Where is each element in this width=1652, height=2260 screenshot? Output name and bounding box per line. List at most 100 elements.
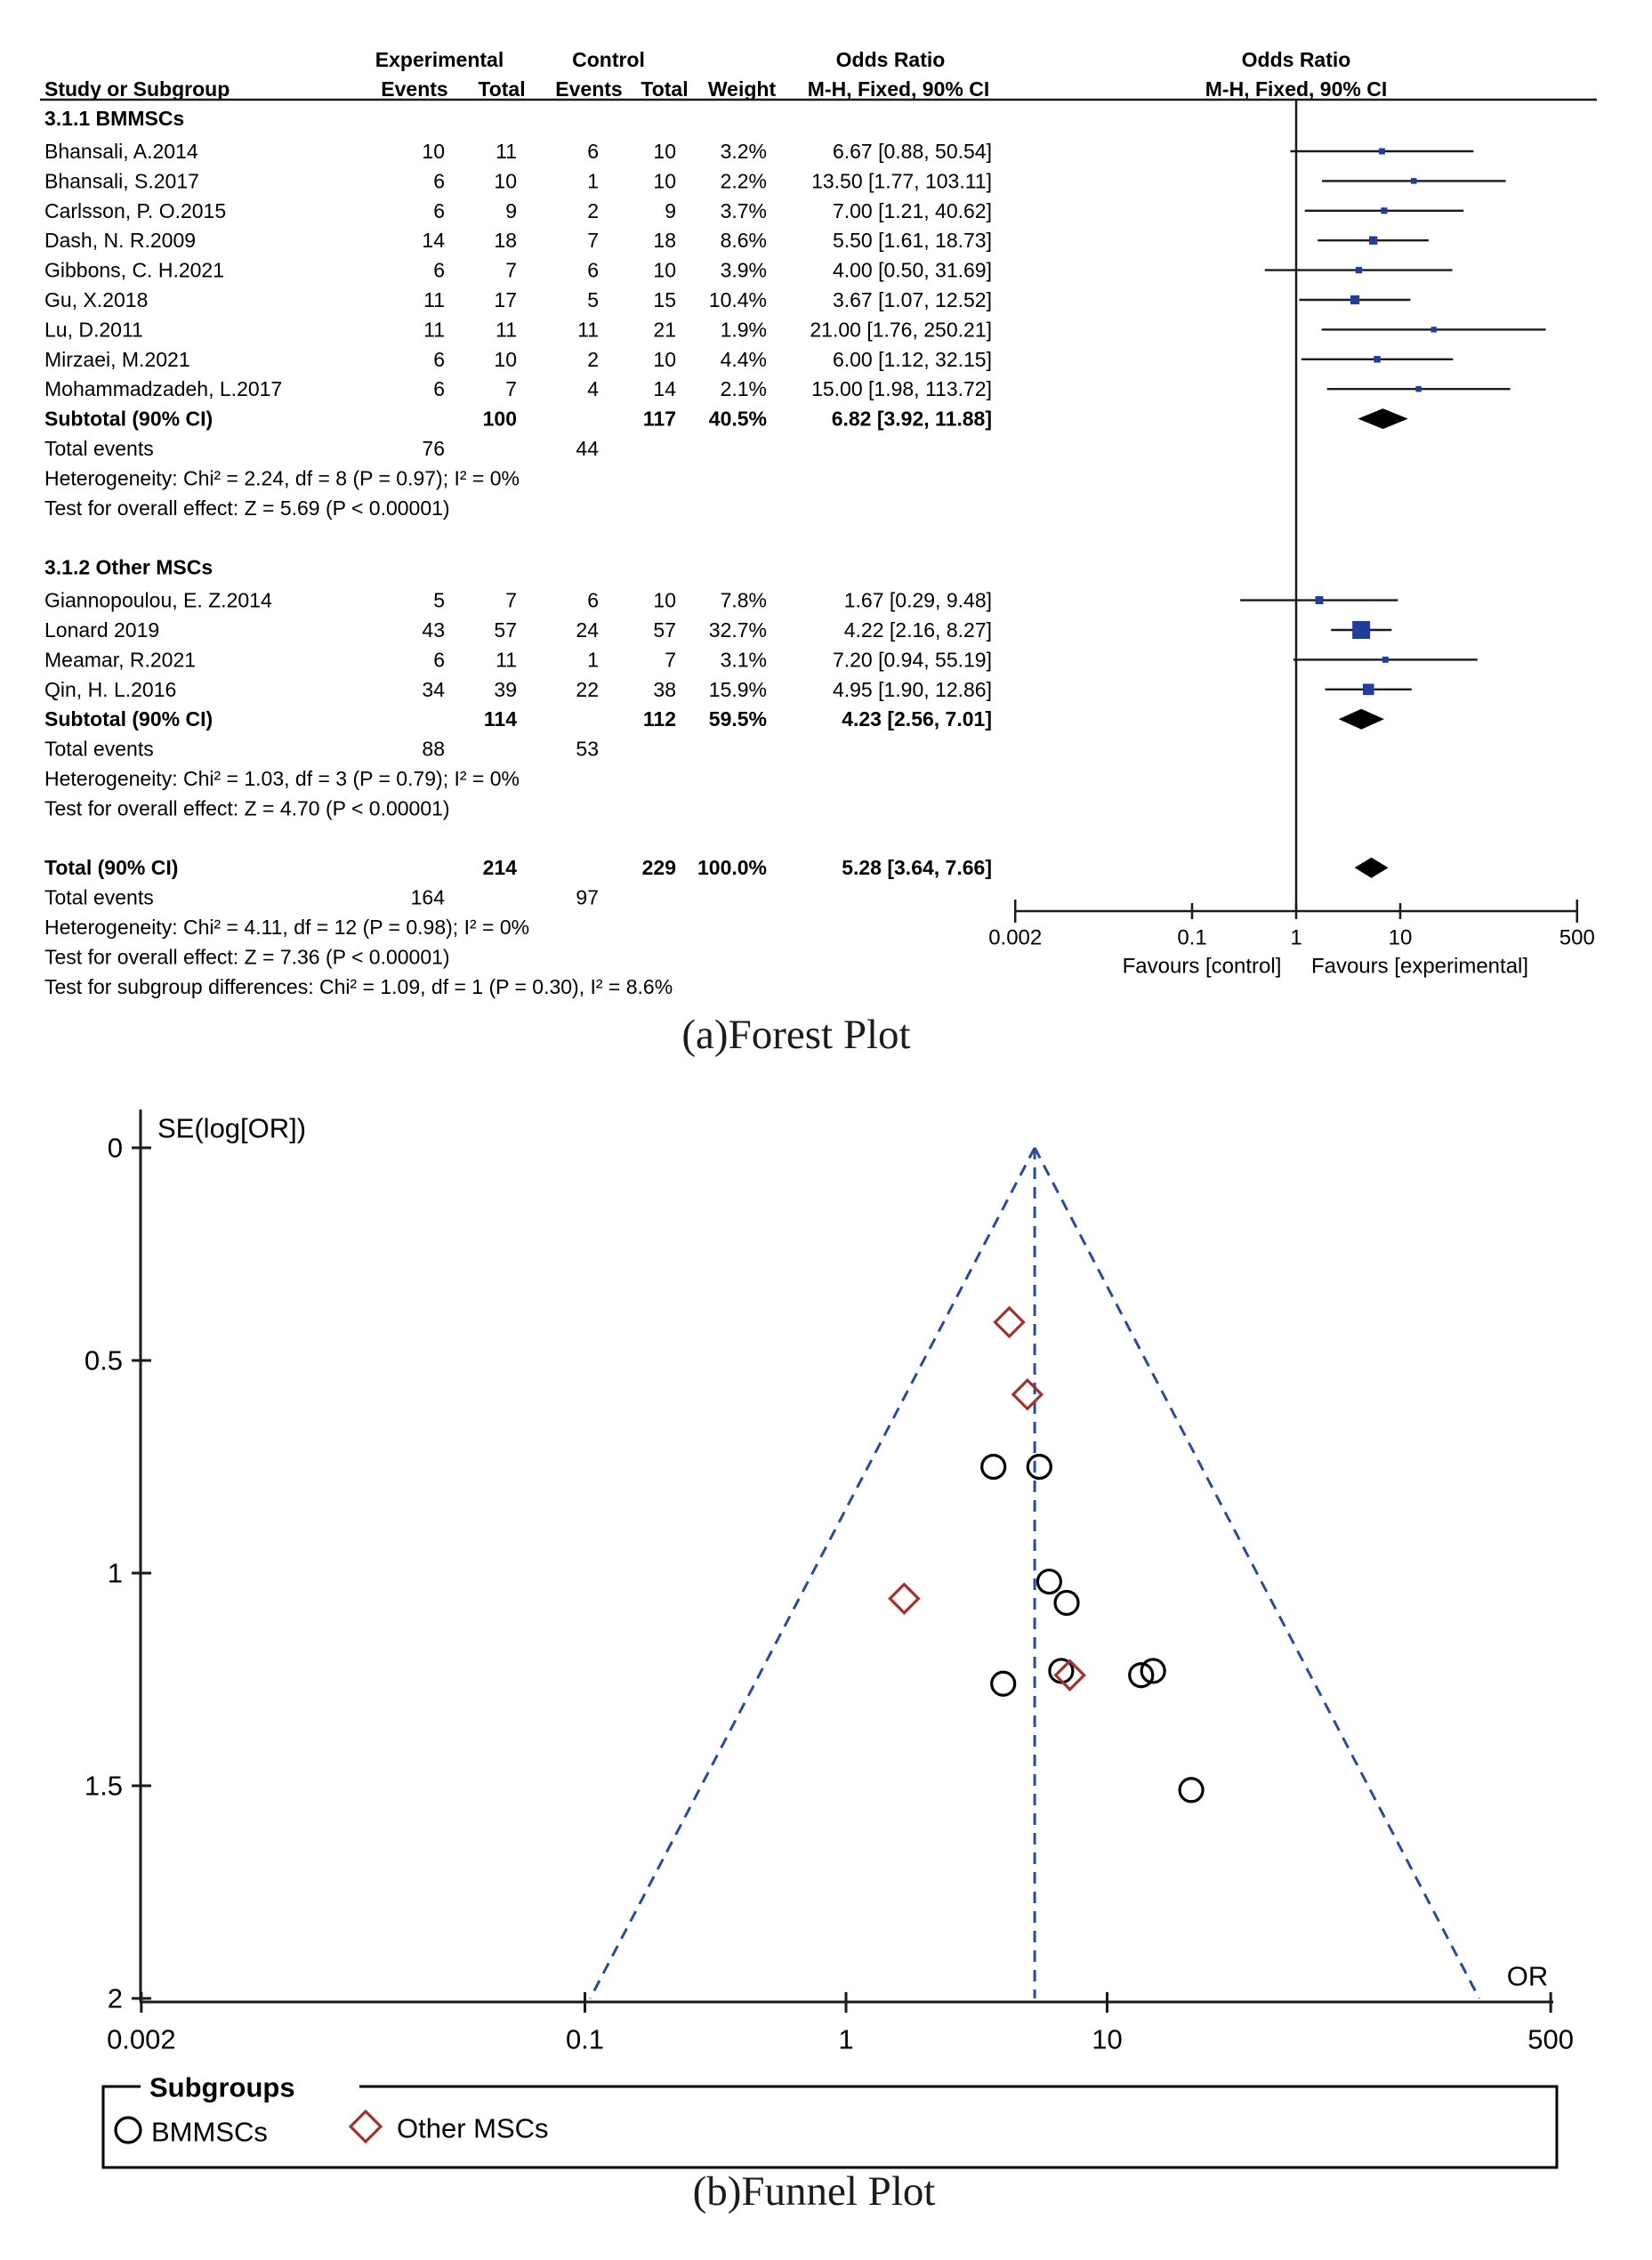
funnel-point-diamond: [1011, 1377, 1044, 1411]
exp-total: 7: [505, 259, 517, 282]
exp-total: 9: [505, 199, 517, 222]
effect-square: [1382, 656, 1389, 663]
effect-square: [1350, 295, 1360, 305]
funnel-x-axis-title: OR: [1507, 1961, 1549, 1992]
or-ci-value: 21.00 [1.76, 250.21]: [810, 318, 992, 341]
ctl-total: 10: [653, 348, 676, 371]
favours-experimental-label: Favours [experimental]: [1311, 955, 1528, 979]
ctl-total: 21: [653, 318, 676, 341]
legend-diamond-icon: [348, 2109, 383, 2144]
weight-value: 1.9%: [721, 318, 767, 341]
funnel-point-circle: [1053, 1589, 1080, 1617]
total-events-label: Total events: [44, 738, 154, 761]
effect-square: [1368, 236, 1378, 245]
ctl-total: 57: [653, 618, 676, 642]
effect-square: [1355, 266, 1363, 274]
study-name: Gu, X.2018: [44, 288, 148, 311]
exp-total: 11: [496, 140, 517, 163]
ctl-total: 14: [653, 377, 676, 400]
col-group-control: Control: [572, 48, 645, 71]
weight-value: 3.2%: [721, 140, 767, 163]
exp-total: 114: [484, 707, 517, 730]
forest-axis-tick-label: 10: [1389, 926, 1413, 950]
ctl-events: 4: [587, 377, 599, 400]
effect-square: [1315, 596, 1324, 605]
or-ci-value: 4.22 [2.16, 8.27]: [844, 618, 992, 642]
legend-box: [101, 2085, 1559, 2169]
funnel-point-diamond: [888, 1582, 921, 1615]
total-events-exp: 164: [411, 886, 446, 909]
study-name: Lu, D.2011: [44, 318, 143, 341]
or-ci-value: 4.95 [1.90, 12.86]: [833, 678, 992, 701]
subtotal-label: Subtotal (90% CI): [44, 408, 213, 431]
study-name: Mirzaei, M.2021: [44, 348, 190, 371]
exp-total: 57: [494, 618, 517, 642]
ctl-total: 9: [665, 199, 676, 222]
funnel-x-tick-label: 0.002: [107, 2024, 176, 2055]
col-header-method: M-H, Fixed, 90% CI: [808, 77, 989, 101]
study-name: Gibbons, C. H.2021: [44, 259, 224, 282]
exp-events: 6: [433, 169, 445, 192]
study-name: Meamar, R.2021: [44, 648, 196, 671]
funnel-y-tick-label: 2: [108, 1983, 123, 2014]
col-header-ctl-events: Events: [555, 77, 622, 101]
effect-square: [1381, 207, 1388, 214]
exp-total: 18: [494, 229, 517, 252]
funnel-plot-caption: (b)Funnel Plot: [692, 2168, 936, 2215]
exp-events: 14: [422, 229, 445, 252]
weight-value: 32.7%: [709, 618, 767, 642]
exp-total: 17: [494, 288, 517, 311]
weight-value: 3.1%: [721, 648, 767, 671]
subtotal-label: Subtotal (90% CI): [44, 707, 213, 730]
exp-events: 34: [422, 678, 445, 701]
funnel-right-dashed-line: [1033, 1147, 1481, 1999]
ctl-events: 6: [587, 140, 599, 163]
ctl-events: 7: [587, 229, 599, 252]
col-header-study: Study or Subgroup: [44, 77, 230, 101]
graph-header-method: M-H, Fixed, 90% CI: [1205, 77, 1387, 101]
exp-events: 5: [433, 589, 445, 612]
ctl-total: 10: [653, 140, 676, 163]
exp-total: 214: [483, 856, 518, 879]
exp-total: 10: [494, 348, 517, 371]
ctl-events: 2: [587, 199, 599, 222]
or-ci-value: 5.50 [1.61, 18.73]: [833, 229, 992, 252]
or-ci-value: 15.00 [1.98, 113.72]: [811, 377, 992, 400]
effect-square: [1415, 385, 1422, 392]
effect-square: [1378, 148, 1385, 155]
funnel-x-tick-label: 500: [1527, 2024, 1574, 2055]
stats-note: Heterogeneity: Chi² = 2.24, df = 8 (P = …: [44, 466, 520, 489]
weight-value: 7.8%: [721, 589, 767, 612]
exp-total: 39: [494, 678, 517, 701]
study-name: Carlsson, P. O.2015: [44, 199, 226, 222]
funnel-y-tick-label: 0.5: [85, 1345, 123, 1376]
exp-total: 10: [494, 169, 517, 192]
funnel-point-diamond: [993, 1305, 1026, 1339]
exp-events: 10: [422, 140, 445, 163]
study-name: Mohammadzadeh, L.2017: [44, 377, 282, 400]
ctl-total: 38: [653, 678, 676, 701]
exp-events: 6: [433, 199, 445, 222]
stats-note: Heterogeneity: Chi² = 1.03, df = 3 (P = …: [44, 767, 520, 790]
weight-value: 4.4%: [721, 348, 767, 371]
or-ci-value: 6.67 [0.88, 50.54]: [833, 140, 992, 163]
ctl-events: 5: [587, 288, 599, 311]
weight-value: 59.5%: [709, 707, 767, 730]
exp-events: 43: [422, 618, 445, 642]
weight-value: 8.6%: [721, 229, 767, 252]
funnel-point-circle: [1036, 1568, 1062, 1595]
stats-note: Heterogeneity: Chi² = 4.11, df = 12 (P =…: [44, 916, 529, 939]
or-ci-value: 7.00 [1.21, 40.62]: [833, 199, 992, 222]
funnel-y-tick-label: 1: [108, 1558, 123, 1589]
study-name: Dash, N. R.2009: [44, 229, 196, 252]
or-ci-value: 5.28 [3.64, 7.66]: [842, 856, 992, 879]
or-ci-value: 6.82 [3.92, 11.88]: [832, 408, 992, 431]
ctl-total: 10: [653, 589, 676, 612]
total-events-ctl: 53: [576, 738, 599, 761]
funnel-point-circle: [1140, 1658, 1166, 1684]
exp-events: 6: [433, 348, 445, 371]
weight-value: 3.7%: [721, 199, 767, 222]
funnel-point-circle: [1178, 1777, 1205, 1804]
funnel-left-dashed-line: [589, 1147, 1036, 1999]
